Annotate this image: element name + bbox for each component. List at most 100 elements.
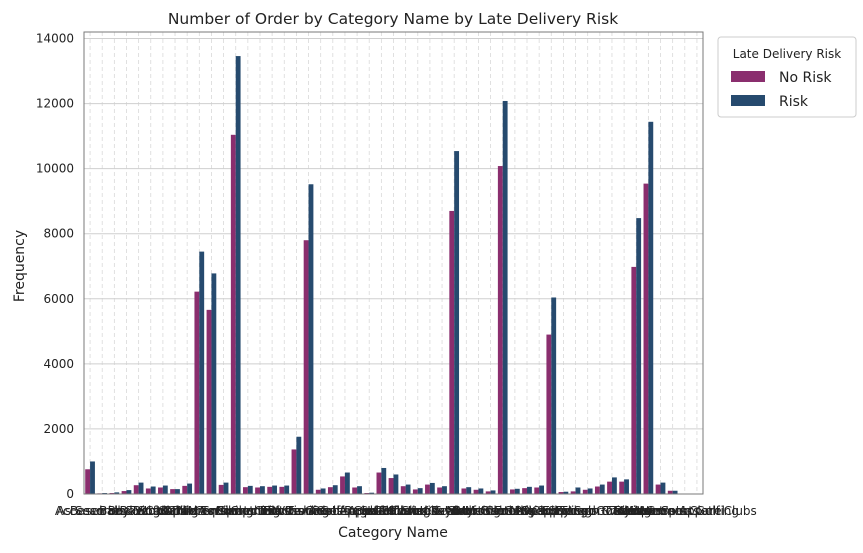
- bar-no-risk: [594, 486, 600, 494]
- bar-risk: [502, 100, 508, 495]
- bar-no-risk: [497, 166, 503, 494]
- x-tick-label: Consumer Electronics: [195, 504, 325, 518]
- bar-no-risk: [388, 478, 394, 494]
- legend-entry-risk: Risk: [779, 94, 809, 110]
- x-tick-label: Strength Training: [548, 504, 651, 518]
- bar-risk: [272, 485, 277, 494]
- x-tick-label: Books: [133, 504, 169, 518]
- legend-title: Late Delivery Risk: [733, 47, 841, 61]
- x-tick-label: Men's Footwear: [456, 504, 550, 518]
- bar-no-risk: [510, 489, 515, 494]
- x-tick-label: Hockey: [408, 504, 452, 518]
- y-tick-label: 14000: [36, 32, 74, 46]
- bar-risk: [478, 488, 484, 494]
- x-tick-label: Golf Balls: [353, 504, 410, 518]
- bar-no-risk: [522, 488, 528, 494]
- x-tick-label: Indoor/Outdoor Games: [386, 504, 523, 518]
- x-tick-label: Crafts: [254, 504, 290, 518]
- x-tick-label: Fitness Accessories: [263, 504, 379, 518]
- bar-risk: [636, 218, 642, 494]
- x-tick-label: Girls' Apparel: [305, 504, 385, 518]
- x-tick-label: Cardio Equipment: [158, 504, 266, 518]
- bar-no-risk: [133, 485, 139, 494]
- x-tick-label: As Seen on TV!: [57, 504, 148, 518]
- bar-no-risk: [546, 334, 552, 494]
- bar-no-risk: [279, 486, 285, 494]
- bar-risk: [611, 477, 617, 494]
- bar-risk: [369, 492, 375, 494]
- x-tick-label: Hunting & Shooting: [383, 504, 501, 518]
- bar-risk: [393, 474, 399, 494]
- bar-no-risk: [121, 491, 127, 494]
- bar-no-risk: [437, 487, 443, 494]
- legend-swatch: [731, 95, 765, 106]
- bar-no-risk: [425, 484, 430, 494]
- x-tick-label: Women's Clothing: [631, 504, 739, 518]
- bar-risk: [235, 56, 241, 495]
- bar-risk: [296, 436, 302, 494]
- bar-no-risk: [558, 492, 564, 494]
- y-tick-label: 12000: [36, 97, 74, 111]
- bar-risk: [357, 486, 362, 494]
- y-tick-label: 2000: [43, 422, 74, 436]
- x-tick-label: Op-Ed: [521, 504, 558, 518]
- y-tick-label: 10000: [36, 162, 74, 176]
- bar-risk: [138, 482, 144, 494]
- x-tick-label: CDs: [163, 504, 187, 518]
- bar-risk: [126, 490, 132, 494]
- axes: [83, 31, 704, 495]
- x-tick-label: Camping & Hiking: [145, 504, 253, 518]
- bar-risk: [320, 488, 326, 494]
- x-tick-label: Cameras: [160, 504, 213, 518]
- bar-risk: [672, 490, 678, 494]
- x-tick-label: Toys: [610, 504, 637, 518]
- x-tick-label: Health and Beauty: [362, 504, 474, 518]
- x-tick-label: Women's Apparel: [620, 504, 725, 518]
- bar-no-risk: [206, 309, 212, 494]
- bar-no-risk: [255, 487, 260, 494]
- bar-no-risk: [376, 472, 382, 494]
- bar-no-risk: [534, 487, 540, 494]
- x-tick-label: Men's Clothing: [446, 504, 535, 518]
- bar-no-risk: [170, 489, 176, 494]
- bar-risk: [150, 486, 156, 494]
- bar-no-risk: [643, 183, 649, 495]
- x-tick-label: DVDs: [268, 504, 301, 518]
- bar-risk: [599, 484, 605, 494]
- bar-risk: [575, 487, 581, 494]
- bar-no-risk: [570, 491, 576, 494]
- x-tick-label: Basketball: [108, 504, 170, 518]
- y-tick-label: 8000: [43, 227, 74, 241]
- bar-no-risk: [619, 481, 625, 494]
- bar-no-risk: [473, 489, 479, 494]
- x-tick-label: Lacrosse: [452, 504, 505, 518]
- x-tick-label: Baseball & Softball: [70, 504, 183, 518]
- ticks: 0 2000 4000 6000 8000 10000 12000 14000 Accessor…: [36, 32, 757, 518]
- x-tick-label: Golf Shoes: [374, 504, 438, 518]
- bar-no-risk: [667, 490, 673, 494]
- bar-no-risk: [400, 486, 406, 494]
- bar-risk: [344, 472, 350, 494]
- legend: Late Delivery Risk No Risk Risk: [717, 36, 857, 118]
- bar-risk: [405, 484, 411, 494]
- bar-risk: [539, 485, 545, 494]
- bar-risk: [223, 482, 229, 494]
- x-axis-label: Category Name: [338, 525, 448, 541]
- x-tick-label: Trade-In: [611, 504, 660, 518]
- bar-risk: [442, 486, 447, 494]
- x-tick-label: Music: [510, 504, 544, 518]
- bar-risk: [454, 151, 460, 495]
- x-tick-label: Video Games: [609, 504, 688, 518]
- y-tick-label: 6000: [43, 292, 74, 306]
- bar-risk: [587, 488, 593, 494]
- bars: [85, 56, 678, 495]
- chart-title: Number of Order by Category Name by Late…: [168, 10, 618, 28]
- x-tick-label: Soccer: [555, 504, 596, 518]
- bar-no-risk: [315, 489, 321, 494]
- bar-risk: [308, 184, 314, 495]
- bar-risk: [259, 486, 265, 494]
- bar-risk: [514, 488, 520, 494]
- x-tick-label: Accessories: [55, 504, 125, 518]
